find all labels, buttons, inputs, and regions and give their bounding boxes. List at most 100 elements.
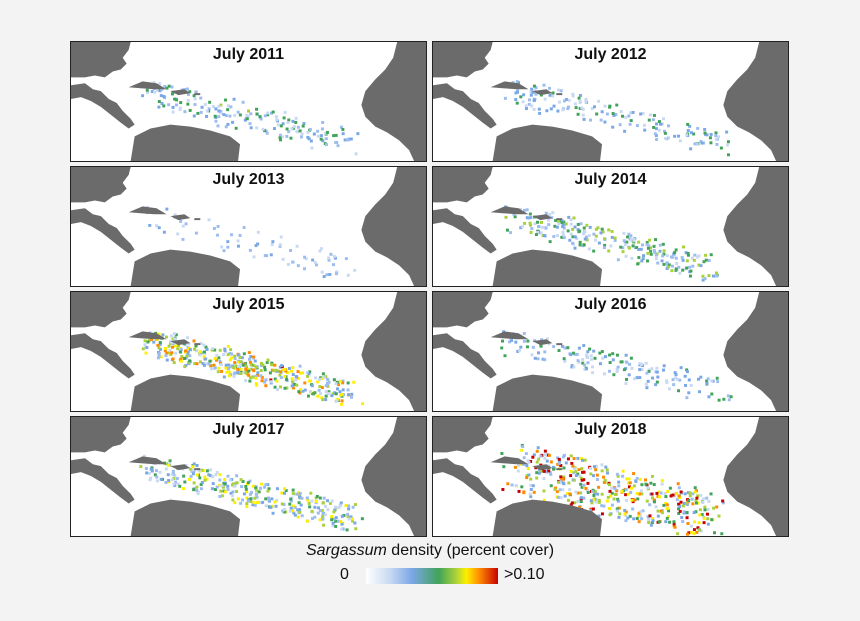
density-cell (164, 467, 168, 471)
density-cell (545, 337, 549, 341)
density-cell (353, 503, 357, 507)
density-cell (668, 486, 672, 490)
density-cell (576, 359, 580, 363)
density-cell (654, 257, 658, 261)
density-cell (260, 361, 264, 365)
density-cell (275, 487, 279, 491)
density-cell (305, 371, 309, 375)
density-cell (242, 492, 246, 496)
density-cell (506, 482, 510, 486)
density-cell (254, 374, 258, 378)
density-cell (564, 98, 568, 102)
density-cell (351, 505, 355, 509)
density-cell (537, 107, 541, 111)
density-cell (613, 492, 617, 496)
density-cell (236, 110, 240, 114)
density-cell (324, 504, 328, 508)
density-cell (157, 351, 161, 355)
density-cell (227, 370, 231, 374)
density-cell (187, 342, 191, 346)
density-cell (242, 226, 246, 229)
density-cell (620, 489, 624, 493)
density-cell (522, 463, 526, 466)
density-cell (639, 510, 643, 514)
density-cell (603, 243, 607, 247)
density-cell (709, 141, 713, 145)
density-cell (199, 110, 203, 114)
density-cell (562, 466, 566, 470)
density-cell (714, 271, 718, 275)
density-cell (611, 352, 615, 356)
density-cell (699, 493, 703, 497)
density-cell (341, 381, 345, 385)
density-cell (629, 111, 633, 115)
legend-max-label: >0.10 (504, 566, 545, 583)
density-cell (141, 94, 145, 98)
density-cell (594, 464, 598, 468)
density-cell (668, 520, 672, 524)
density-cell (523, 221, 527, 225)
density-cell (592, 494, 596, 497)
density-cell (223, 348, 227, 352)
density-cell (596, 226, 600, 230)
density-cell (646, 486, 650, 490)
density-cell (314, 500, 318, 503)
density-cell (193, 362, 197, 366)
density-cell (720, 532, 724, 536)
atlantic-map (71, 42, 426, 161)
density-cell (592, 349, 596, 353)
density-cell (341, 127, 345, 131)
density-cell (640, 492, 644, 496)
density-cell (254, 365, 258, 369)
land-mass (128, 206, 167, 215)
density-cell (289, 506, 293, 510)
density-cell (266, 489, 270, 493)
density-cell (287, 130, 291, 134)
atlantic-map (433, 42, 788, 161)
density-cell (347, 507, 351, 511)
density-cell (235, 481, 239, 485)
density-cell (652, 249, 656, 253)
density-cell (583, 237, 587, 241)
density-cell (677, 512, 681, 515)
density-cell (610, 235, 614, 239)
density-cell (549, 472, 553, 476)
density-cell (674, 248, 678, 252)
density-cell (616, 474, 620, 478)
density-cell (572, 216, 576, 220)
density-cell (158, 470, 162, 474)
density-cell (155, 337, 159, 341)
density-cell (584, 487, 588, 490)
density-cell (237, 360, 241, 364)
density-cell (219, 489, 223, 493)
density-cell (700, 512, 704, 516)
density-cell (579, 500, 583, 504)
density-cell (635, 492, 639, 495)
density-cell (649, 523, 653, 527)
density-cell (541, 357, 545, 361)
density-cell (578, 243, 582, 247)
density-cell (507, 340, 511, 344)
density-cell (160, 101, 164, 105)
density-cell (582, 344, 586, 347)
density-cell (617, 484, 621, 488)
density-cell (579, 482, 583, 486)
density-cell (659, 491, 663, 495)
density-cell (664, 501, 668, 505)
density-cell (572, 471, 576, 475)
density-cell (537, 225, 540, 229)
density-cell (673, 134, 677, 138)
density-cell (680, 516, 684, 519)
density-cell (635, 517, 639, 520)
density-cell (559, 475, 563, 479)
density-cell (349, 515, 353, 519)
density-cell (563, 359, 567, 363)
density-cell (614, 113, 618, 116)
density-cell (645, 386, 649, 390)
density-cell (314, 376, 318, 380)
density-cell (221, 485, 225, 489)
density-cell (665, 267, 669, 270)
density-cell (568, 488, 572, 492)
density-cell (539, 470, 543, 474)
density-cell (679, 366, 683, 370)
